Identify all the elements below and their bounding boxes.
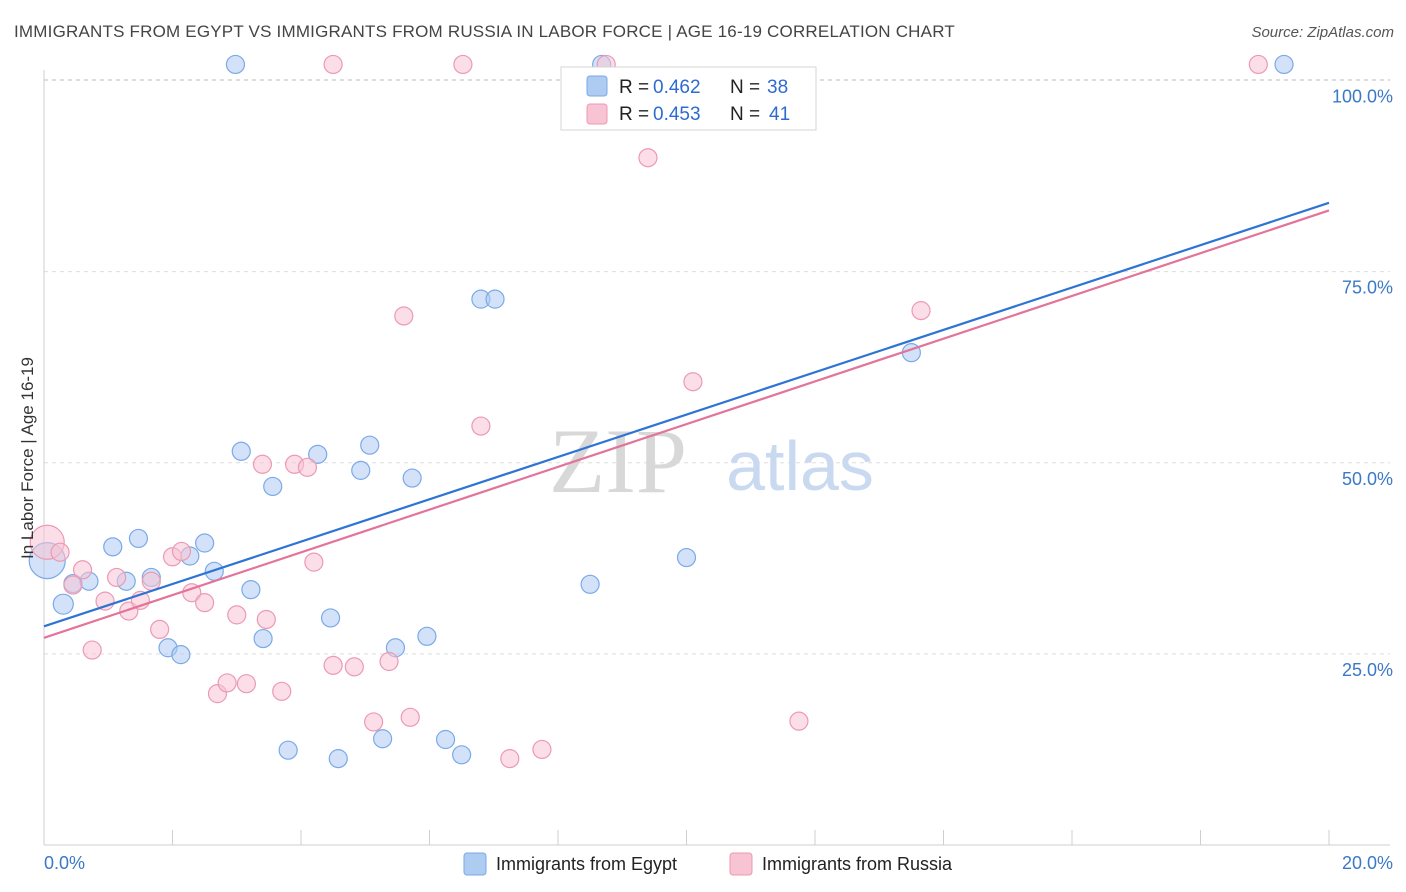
egypt-point xyxy=(171,645,191,665)
russia-point xyxy=(63,575,83,595)
russia-trend-line xyxy=(43,209,1330,639)
y-tick-label: 50.0% xyxy=(1342,469,1393,489)
russia-point xyxy=(364,712,384,732)
russia-point xyxy=(471,416,491,436)
russia-point xyxy=(400,707,420,727)
egypt-point xyxy=(485,289,505,309)
russia-point xyxy=(394,306,414,326)
egypt-point xyxy=(103,537,123,557)
data-points xyxy=(28,54,1294,769)
russia-point xyxy=(82,640,102,660)
y-tick-label: 25.0% xyxy=(1342,660,1393,680)
russia-point xyxy=(344,657,364,677)
egypt-point xyxy=(263,476,283,497)
russia-point xyxy=(323,655,343,675)
series-legend: Immigrants from Egypt Immigrants from Ru… xyxy=(463,852,953,876)
russia-point xyxy=(911,301,931,321)
egypt-point xyxy=(351,460,371,480)
egypt-point xyxy=(360,435,380,455)
russia-point xyxy=(217,673,237,693)
russia-point xyxy=(638,148,658,168)
egypt-n-label: N = xyxy=(730,77,760,98)
russia-point xyxy=(171,541,192,562)
russia-r-label: R = xyxy=(619,104,649,125)
egypt-n-value: 38 xyxy=(767,77,788,98)
watermark-zip: ZIP xyxy=(549,410,687,512)
egypt-point xyxy=(231,441,251,461)
egypt-point xyxy=(320,608,341,628)
egypt-point xyxy=(580,574,600,594)
russia-point xyxy=(323,54,343,75)
russia-point xyxy=(50,542,70,562)
egypt-point xyxy=(52,593,74,615)
egypt-r-value: 0.462 xyxy=(653,77,701,98)
legend-russia-label: Immigrants from Russia xyxy=(762,854,953,874)
egypt-trend-line xyxy=(43,201,1330,628)
russia-n-value: 41 xyxy=(769,104,790,125)
egypt-point xyxy=(402,468,422,488)
egypt-point xyxy=(328,749,348,769)
x-tick-label-min: 0.0% xyxy=(44,853,85,873)
egypt-point xyxy=(372,729,393,749)
russia-point xyxy=(297,457,318,477)
egypt-point xyxy=(128,528,149,549)
russia-point xyxy=(195,593,215,613)
watermark: ZIP atlas xyxy=(549,410,874,512)
chart-source: Source: ZipAtlas.com xyxy=(1251,24,1394,41)
egypt-point xyxy=(417,626,437,646)
y-axis-label: In Labor Force | Age 16-19 xyxy=(18,357,37,559)
russia-point xyxy=(227,605,247,625)
russia-point xyxy=(72,560,93,580)
y-tick-labels: 25.0% 50.0% 75.0% 100.0% xyxy=(1332,87,1393,680)
russia-point xyxy=(304,552,324,572)
watermark-atlas: atlas xyxy=(726,427,874,505)
egypt-point xyxy=(435,729,456,750)
legend-russia-swatch xyxy=(729,852,753,876)
gridlines xyxy=(44,79,1390,655)
russia-n-label: N = xyxy=(730,104,760,125)
egypt-point xyxy=(253,628,273,649)
trend-lines xyxy=(43,201,1330,639)
egypt-point xyxy=(278,740,298,760)
x-tick-label-max: 20.0% xyxy=(1342,853,1393,873)
y-tick-label: 100.0% xyxy=(1332,87,1393,107)
y-tick-label: 75.0% xyxy=(1342,278,1393,298)
russia-point xyxy=(453,54,473,75)
russia-point xyxy=(1248,54,1268,75)
egypt-legend-swatch xyxy=(586,75,608,97)
legend-egypt-swatch xyxy=(463,852,487,876)
russia-r-value: 0.453 xyxy=(653,104,701,125)
egypt-point xyxy=(676,547,697,568)
russia-point xyxy=(141,571,161,591)
russia-point xyxy=(236,674,256,694)
russia-legend-swatch xyxy=(586,103,608,125)
russia-point xyxy=(150,619,170,640)
russia-point xyxy=(107,567,127,588)
russia-point xyxy=(532,739,552,760)
russia-point xyxy=(379,651,399,672)
legend-egypt-label: Immigrants from Egypt xyxy=(496,854,677,874)
chart-title: IMMIGRANTS FROM EGYPT VS IMMIGRANTS FROM… xyxy=(14,22,955,41)
x-tick-marks xyxy=(43,830,1330,845)
egypt-r-label: R = xyxy=(619,77,649,98)
stats-legend: R = 0.462 N = 38 R = 0.453 N = 41 xyxy=(560,66,817,131)
egypt-point xyxy=(452,745,472,765)
egypt-point xyxy=(308,444,328,464)
egypt-point xyxy=(225,54,246,75)
russia-point xyxy=(256,609,276,630)
russia-point xyxy=(500,749,520,769)
egypt-point xyxy=(195,533,215,553)
russia-point xyxy=(272,681,292,701)
russia-point xyxy=(789,711,809,731)
russia-point xyxy=(683,372,703,392)
russia-point xyxy=(252,454,273,474)
egypt-point xyxy=(241,580,261,600)
egypt-point xyxy=(1274,54,1294,75)
